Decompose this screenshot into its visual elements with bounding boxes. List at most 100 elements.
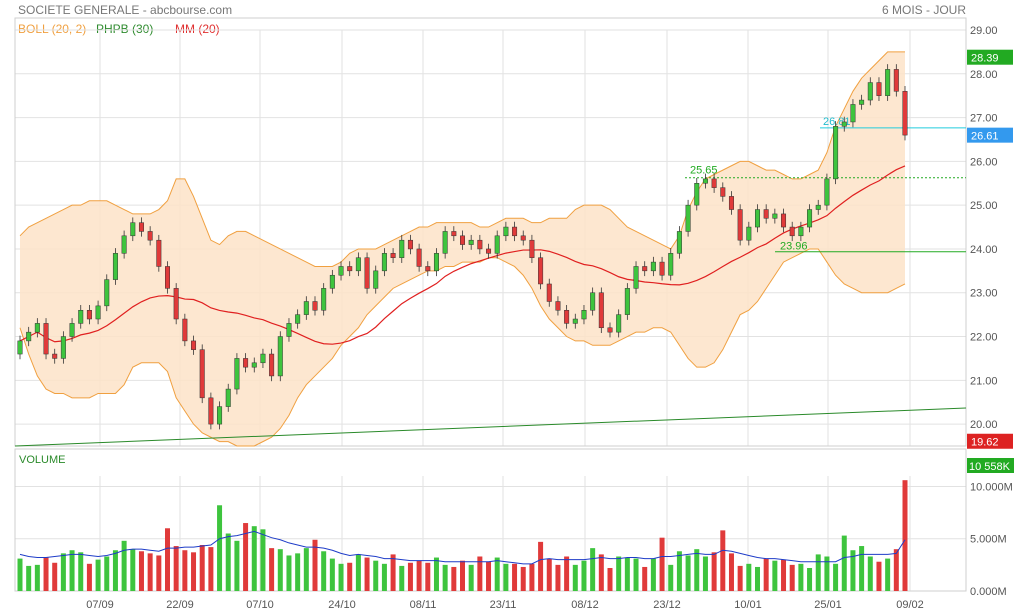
candle-body — [867, 82, 873, 101]
volume-bar — [277, 549, 283, 591]
volume-bar — [121, 540, 127, 591]
candle-body — [60, 336, 66, 359]
candle-body — [642, 266, 648, 272]
x-tick-label: 23/12 — [653, 599, 681, 611]
volume-bar — [234, 540, 240, 591]
price-badge-text: 26.61 — [971, 131, 999, 143]
volume-bar — [546, 558, 552, 591]
candle-body — [694, 183, 700, 206]
candle-body — [78, 310, 84, 324]
candle-body — [702, 178, 708, 184]
period-label[interactable]: 6 MOIS - JOUR — [881, 3, 966, 17]
volume-bar — [78, 552, 84, 591]
volume-bar — [633, 558, 639, 591]
candle-body — [260, 353, 266, 364]
volume-bar — [694, 549, 700, 591]
volume-bar — [477, 556, 483, 591]
volume-bar — [69, 550, 75, 591]
candle-body — [650, 261, 656, 272]
candle-body — [191, 340, 197, 350]
candle-body — [720, 187, 726, 197]
volume-bar — [815, 554, 821, 591]
candle-body — [564, 310, 570, 324]
volume-bar — [433, 557, 439, 591]
volume-label: VOLUME — [19, 454, 65, 466]
volume-bar — [859, 546, 865, 591]
candle-body — [303, 301, 309, 315]
volume-bar — [217, 505, 223, 591]
annotation-25-65: 25.65 — [690, 165, 718, 177]
candle-body — [676, 231, 682, 254]
volume-bar — [251, 526, 257, 591]
candle-body — [243, 358, 249, 368]
volume-bar — [17, 558, 23, 591]
candle-body — [451, 231, 457, 237]
candle-body — [364, 257, 370, 289]
candle-body — [347, 266, 353, 272]
volume-bar — [303, 548, 309, 591]
candle-body — [885, 69, 891, 96]
bollinger-lower-line — [19, 248, 906, 447]
candle-body — [624, 288, 630, 315]
volume-bar — [86, 563, 92, 591]
volume-bar — [624, 557, 630, 591]
candle-body — [486, 248, 492, 254]
candle-body — [26, 331, 32, 342]
candle-body — [381, 253, 387, 272]
candle-body — [876, 82, 882, 96]
price-badge — [967, 127, 1013, 143]
candle-body — [494, 235, 500, 254]
volume-bar — [616, 556, 622, 591]
y-tick-label: 20.00 — [970, 419, 998, 431]
legend-moving-average: MM (20) — [175, 22, 220, 36]
volume-bars — [17, 480, 908, 591]
candle-body — [685, 204, 691, 232]
candle-body — [156, 239, 162, 267]
volume-tick-label: 0.000M — [970, 586, 1007, 598]
volume-average-line — [19, 530, 906, 565]
x-tick-label: 23/11 — [490, 599, 517, 611]
candle-body — [668, 253, 674, 276]
volume-bar — [243, 523, 249, 591]
volume-bar — [520, 566, 526, 591]
volume-bar — [607, 568, 613, 591]
volume-bar — [893, 549, 899, 591]
volume-bar — [763, 558, 769, 591]
price-badge-text: 19.62 — [971, 437, 999, 449]
volume-bar — [138, 551, 144, 591]
candle-body — [277, 336, 283, 377]
candle-body — [52, 353, 58, 359]
candle-body — [728, 196, 734, 210]
moving-average-path — [19, 165, 906, 345]
price-badge-text: 28.39 — [971, 53, 999, 65]
volume-bar — [468, 564, 474, 591]
volume-bar — [789, 564, 795, 591]
candle-body — [581, 310, 587, 320]
volume-bar — [355, 554, 361, 591]
x-tick-label: 10/01 — [734, 599, 762, 611]
legend-bollinger: BOLL (20, 2) — [18, 22, 87, 36]
candle-body — [199, 349, 205, 399]
candle-body — [460, 235, 465, 245]
volume-bar — [425, 562, 431, 591]
volume-bar — [564, 556, 570, 591]
x-tick-label: 08/11 — [410, 599, 437, 611]
candle-body — [390, 253, 396, 258]
y-tick-label: 21.00 — [970, 375, 998, 387]
candle-body — [859, 99, 865, 105]
x-tick-label: 08/12 — [571, 599, 599, 611]
volume-bar — [295, 553, 301, 591]
volume-bar — [755, 566, 760, 591]
candle-body — [902, 91, 908, 136]
volume-bar — [538, 541, 544, 591]
legend-phpb: PHPB (30) — [96, 22, 154, 36]
volume-bar — [902, 480, 908, 591]
candle-body — [399, 239, 405, 258]
candle-body — [633, 266, 639, 289]
candle-body — [329, 274, 335, 289]
candle-body — [425, 266, 431, 272]
volume-bar — [399, 565, 405, 591]
candle-body — [598, 292, 604, 329]
candle-body — [208, 397, 214, 425]
